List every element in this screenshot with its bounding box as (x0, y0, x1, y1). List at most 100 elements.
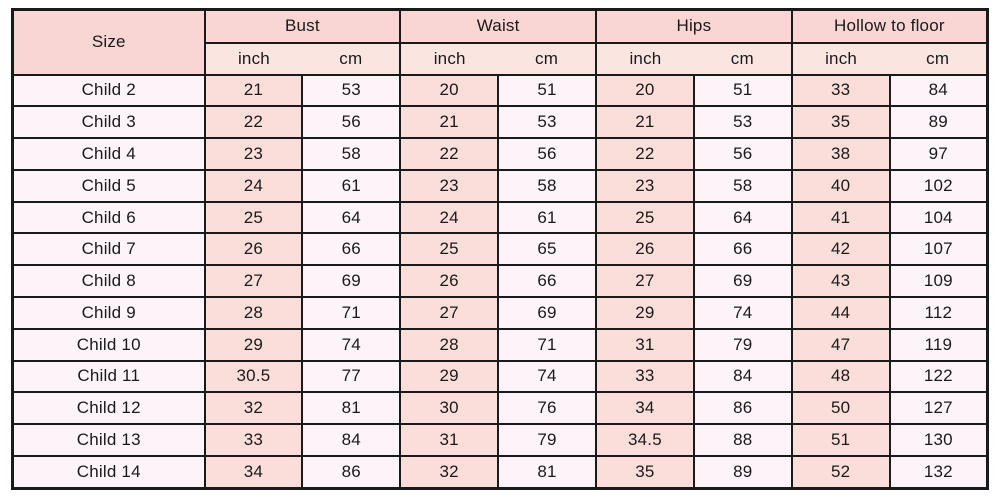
value-cell: 34.5 (595, 423, 695, 457)
size-cell: Child 6 (11, 200, 206, 235)
value-cell: 30.5 (203, 359, 304, 394)
size-cell: Child 10 (11, 327, 206, 362)
column-header-hips: Hips (595, 8, 793, 44)
table-row: Child 2 21 53 20 51 20 51 33 84 (11, 73, 989, 108)
value-cell: 81 (497, 454, 597, 490)
value-cell: 51 (497, 73, 597, 108)
value-cell: 34 (203, 454, 304, 490)
value-cell: 23 (595, 168, 695, 203)
table-row: Child 9 28 71 27 69 29 74 44 112 (11, 295, 989, 330)
value-cell: 81 (301, 391, 402, 426)
value-cell: 25 (203, 200, 304, 235)
value-cell: 65 (497, 232, 597, 267)
value-cell: 66 (497, 264, 597, 298)
value-cell: 41 (790, 200, 891, 235)
table-body: Child 2 21 53 20 51 20 51 33 84 Child 3 22 56 21 53 21… (11, 73, 989, 490)
value-cell: 86 (301, 454, 402, 490)
value-cell: 88 (692, 423, 793, 457)
value-cell: 61 (301, 168, 402, 203)
value-cell: 97 (888, 137, 989, 171)
size-cell: Child 5 (11, 168, 206, 203)
value-cell: 74 (692, 295, 793, 330)
value-cell: 76 (497, 391, 597, 426)
size-cell: Child 11 (11, 359, 206, 394)
value-cell: 132 (888, 454, 989, 490)
table-row: Child 8 27 69 26 66 27 69 43 109 (11, 264, 989, 298)
value-cell: 21 (595, 105, 695, 140)
value-cell: 48 (790, 359, 891, 394)
value-cell: 122 (888, 359, 989, 394)
unit-label-cm: cm (339, 48, 363, 68)
value-cell: 22 (595, 137, 695, 171)
unit-label-cm: cm (730, 48, 754, 68)
value-cell: 109 (888, 264, 989, 298)
table-row: Child 12 32 81 30 76 34 86 50 127 (11, 391, 989, 426)
value-cell: 20 (399, 73, 500, 108)
value-cell: 25 (399, 232, 500, 267)
value-cell: 32 (399, 454, 500, 490)
value-cell: 79 (497, 423, 597, 457)
value-cell: 69 (497, 295, 597, 330)
value-cell: 21 (399, 105, 500, 140)
table-row: Child 7 26 66 25 65 26 66 42 107 (11, 232, 989, 267)
value-cell: 58 (497, 168, 597, 203)
value-cell: 89 (888, 105, 989, 140)
value-cell: 42 (790, 232, 891, 267)
value-cell: 24 (203, 168, 304, 203)
table-header-units-row: inch cm inch cm inch cm (13, 41, 989, 76)
value-cell: 102 (888, 168, 989, 203)
table-row: Child 14 34 86 32 81 35 89 52 132 (11, 454, 989, 490)
size-cell: Child 4 (11, 137, 206, 171)
value-cell: 56 (497, 137, 597, 171)
unit-label-inch: inch (237, 48, 270, 68)
value-cell: 84 (888, 73, 989, 108)
value-cell: 29 (595, 295, 695, 330)
value-cell: 119 (888, 327, 989, 362)
value-cell: 27 (399, 295, 500, 330)
value-cell: 38 (790, 137, 891, 171)
value-cell: 30 (399, 391, 500, 426)
value-cell: 27 (203, 264, 304, 298)
table-row: Child 13 33 84 31 79 34.5 88 51 130 (11, 423, 989, 457)
value-cell: 35 (595, 454, 695, 490)
value-cell: 53 (497, 105, 597, 140)
value-cell: 51 (692, 73, 793, 108)
column-header-bust: Bust (203, 8, 402, 44)
value-cell: 53 (692, 105, 793, 140)
value-cell: 61 (497, 200, 597, 235)
size-cell: Child 14 (11, 454, 206, 490)
value-cell: 69 (692, 264, 793, 298)
value-cell: 112 (888, 295, 989, 330)
table-row: Child 10 29 74 28 71 31 79 47 119 (11, 327, 989, 362)
unit-label-inch: inch (825, 48, 858, 68)
value-cell: 127 (888, 391, 989, 426)
value-cell: 26 (399, 264, 500, 298)
size-cell: Child 2 (11, 73, 206, 108)
units-cell-waist: inch cm (399, 41, 597, 76)
value-cell: 47 (790, 327, 891, 362)
value-cell: 40 (790, 168, 891, 203)
value-cell: 33 (790, 73, 891, 108)
value-cell: 21 (203, 73, 304, 108)
size-cell: Child 3 (11, 105, 206, 140)
value-cell: 27 (595, 264, 695, 298)
value-cell: 84 (301, 423, 402, 457)
value-cell: 31 (595, 327, 695, 362)
units-cell-hips: inch cm (595, 41, 793, 76)
value-cell: 26 (595, 232, 695, 267)
value-cell: 79 (692, 327, 793, 362)
value-cell: 64 (301, 200, 402, 235)
value-cell: 58 (301, 137, 402, 171)
units-cell-bust: inch cm (203, 41, 402, 76)
size-cell: Child 8 (11, 264, 206, 298)
table-row: Child 4 23 58 22 56 22 56 38 97 (11, 137, 989, 171)
value-cell: 66 (692, 232, 793, 267)
value-cell: 25 (595, 200, 695, 235)
value-cell: 56 (301, 105, 402, 140)
value-cell: 52 (790, 454, 891, 490)
table-row: Child 3 22 56 21 53 21 53 35 89 (11, 105, 989, 140)
unit-label-inch: inch (629, 48, 662, 68)
value-cell: 33 (203, 423, 304, 457)
value-cell: 104 (888, 200, 989, 235)
